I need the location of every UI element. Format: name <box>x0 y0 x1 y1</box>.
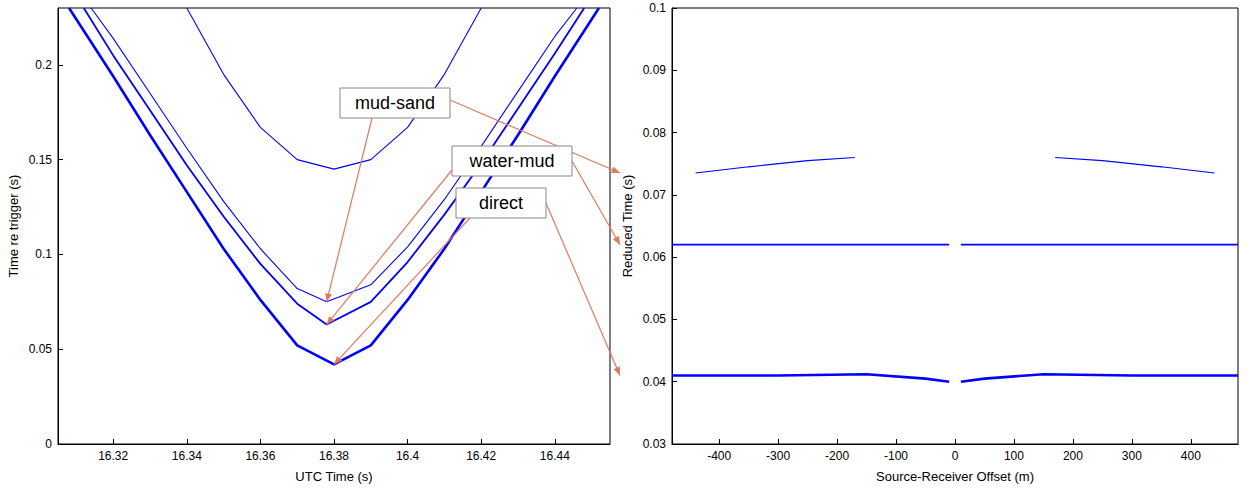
svg-text:-200: -200 <box>825 449 849 463</box>
svg-text:-400: -400 <box>707 449 731 463</box>
svg-text:16.44: 16.44 <box>540 449 570 463</box>
svg-text:0.03: 0.03 <box>643 437 667 451</box>
svg-text:16.34: 16.34 <box>172 449 202 463</box>
svg-text:0.05: 0.05 <box>29 342 53 356</box>
svg-text:0.09: 0.09 <box>643 63 667 77</box>
svg-text:300: 300 <box>1122 449 1142 463</box>
svg-text:0.1: 0.1 <box>649 1 666 15</box>
svg-text:UTC Time (s): UTC Time (s) <box>295 469 372 484</box>
svg-text:16.32: 16.32 <box>98 449 128 463</box>
svg-text:direct: direct <box>479 193 523 213</box>
svg-text:Time re trigger (s): Time re trigger (s) <box>6 175 21 278</box>
svg-text:100: 100 <box>1004 449 1024 463</box>
svg-text:16.38: 16.38 <box>319 449 349 463</box>
svg-text:0: 0 <box>45 437 52 451</box>
svg-text:-100: -100 <box>884 449 908 463</box>
svg-text:Source-Receiver Offset (m): Source-Receiver Offset (m) <box>876 469 1034 484</box>
svg-text:0.05: 0.05 <box>643 312 667 326</box>
svg-text:0.07: 0.07 <box>643 188 667 202</box>
svg-text:0: 0 <box>952 449 959 463</box>
svg-text:400: 400 <box>1181 449 1201 463</box>
svg-text:0.2: 0.2 <box>35 58 52 72</box>
svg-text:-300: -300 <box>766 449 790 463</box>
svg-text:mud-sand: mud-sand <box>355 93 435 113</box>
svg-text:0.15: 0.15 <box>29 153 53 167</box>
svg-text:water-mud: water-mud <box>468 151 554 171</box>
svg-text:0.1: 0.1 <box>35 247 52 261</box>
svg-text:0.08: 0.08 <box>643 126 667 140</box>
svg-text:16.42: 16.42 <box>466 449 496 463</box>
svg-text:200: 200 <box>1063 449 1083 463</box>
svg-text:0.04: 0.04 <box>643 375 667 389</box>
svg-text:16.4: 16.4 <box>396 449 420 463</box>
svg-text:0.06: 0.06 <box>643 250 667 264</box>
svg-text:16.36: 16.36 <box>245 449 275 463</box>
svg-text:Reduced Time (s): Reduced Time (s) <box>620 175 635 278</box>
